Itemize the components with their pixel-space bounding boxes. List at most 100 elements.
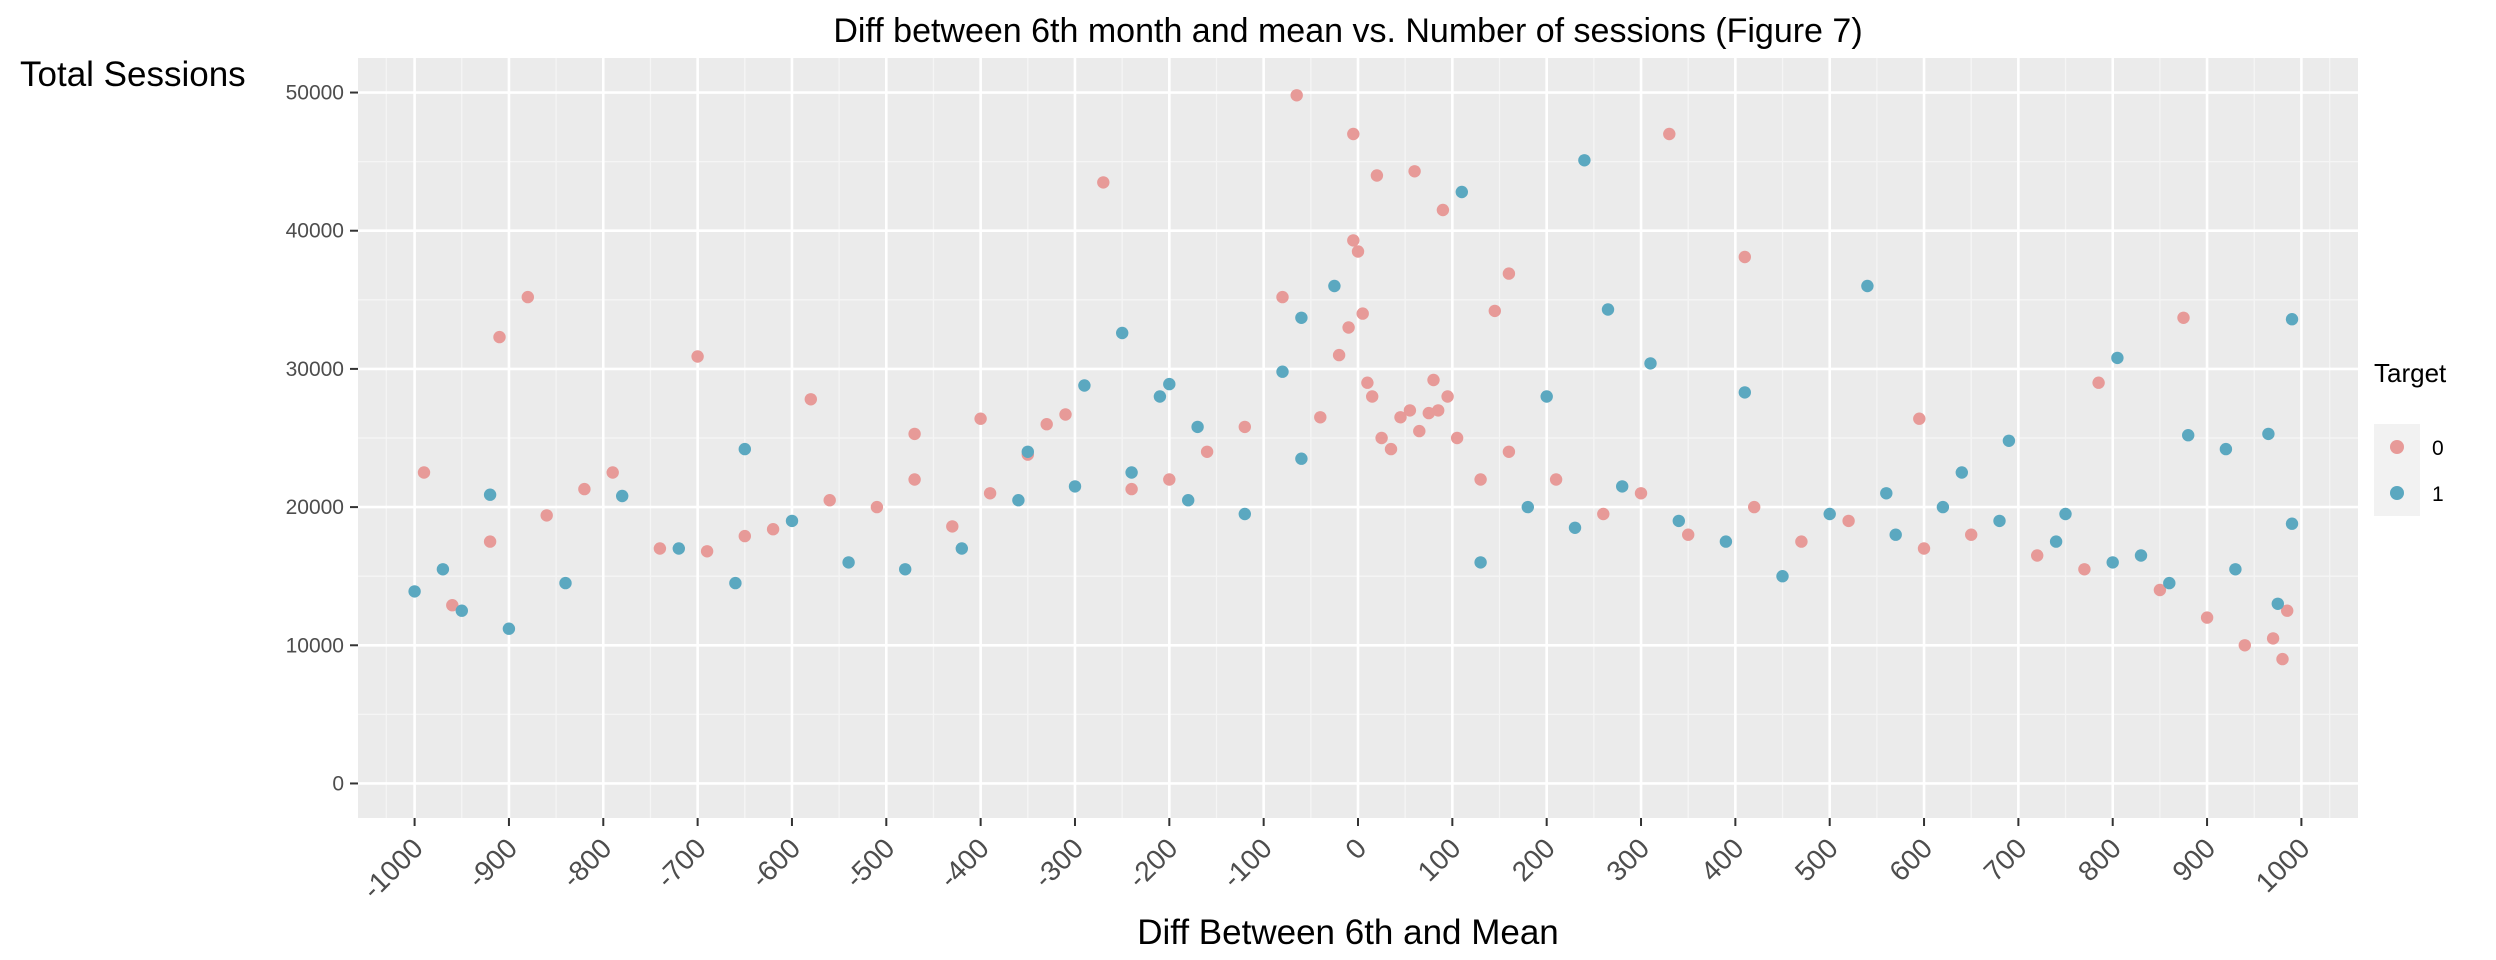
- data-point: [1366, 390, 1379, 403]
- data-point: [870, 500, 884, 514]
- data-point: [1125, 482, 1138, 496]
- data-point: [1861, 279, 1874, 293]
- data-point: [1795, 535, 1808, 548]
- data-point: [2134, 549, 2148, 562]
- x-tick-label: 700: [1978, 832, 2033, 887]
- grid-major: [358, 58, 2358, 818]
- chart-title: Diff between 6th month and mean vs. Numb…: [833, 12, 1862, 50]
- data-point: [1059, 408, 1072, 421]
- data-point: [1842, 514, 1855, 528]
- x-tick-label: 600: [1883, 832, 1938, 887]
- data-point: [483, 488, 497, 501]
- data-point: [1436, 203, 1450, 217]
- x-axis-ticks: -1000 -900 -800 -700 -600 -500 -400 -300 -200 -10…: [356, 818, 2316, 905]
- legend-label: 0: [2432, 437, 2444, 460]
- y-tick-label: 0: [332, 772, 344, 795]
- data-point: [2092, 376, 2105, 389]
- legend-label: 1: [2432, 483, 2444, 506]
- y-tick-label: 10000: [286, 634, 344, 657]
- x-tick-label: -900: [462, 832, 524, 894]
- data-point: [1597, 507, 1610, 521]
- y-axis-title: Total Sessions: [20, 55, 246, 94]
- data-point: [1347, 127, 1360, 141]
- data-point: [1634, 487, 1648, 500]
- data-point: [1200, 445, 1214, 458]
- data-point: [1422, 406, 1436, 420]
- data-point: [2285, 313, 2299, 326]
- data-point: [408, 585, 421, 598]
- data-point: [2163, 576, 2176, 590]
- x-axis-title: Diff Between 6th and Mean: [1137, 913, 1559, 952]
- data-point: [436, 563, 450, 576]
- data-point: [1328, 279, 1341, 293]
- data-point: [2031, 549, 2044, 562]
- data-point: [1427, 373, 1440, 387]
- x-tick-label: 300: [1600, 832, 1655, 887]
- data-point: [1163, 473, 1176, 486]
- data-point: [908, 473, 921, 486]
- data-point: [1450, 431, 1464, 445]
- data-point: [691, 350, 704, 363]
- data-point: [1578, 154, 1591, 167]
- data-point: [1125, 466, 1138, 479]
- x-tick-label: -300: [1028, 832, 1090, 894]
- data-point: [1616, 480, 1629, 493]
- data-point: [2059, 507, 2072, 521]
- x-tick-label: 800: [2072, 832, 2127, 887]
- data-point: [1238, 507, 1252, 521]
- data-point: [446, 599, 459, 612]
- data-point: [1955, 466, 1969, 479]
- data-point: [1097, 176, 1110, 189]
- data-point: [1191, 420, 1204, 434]
- grid-minor: [358, 58, 2358, 818]
- y-tick-label: 30000: [286, 358, 344, 381]
- data-point: [700, 545, 714, 558]
- data-point: [1361, 376, 1374, 389]
- data-point: [1644, 357, 1657, 370]
- data-point: [2238, 639, 2251, 652]
- data-point: [729, 576, 742, 590]
- x-tick-label: -100: [1216, 832, 1278, 894]
- data-point: [2111, 351, 2124, 365]
- data-point: [1936, 500, 1950, 514]
- legend-key-point: [2390, 440, 2404, 454]
- data-point: [417, 466, 431, 479]
- data-point: [1549, 473, 1563, 486]
- legend: Target 0 1: [2374, 358, 2447, 516]
- data-point: [2002, 434, 2016, 447]
- data-point: [738, 529, 751, 543]
- data-point: [1290, 89, 1303, 102]
- data-point: [1068, 480, 1082, 493]
- x-tick-label: 200: [1506, 832, 1561, 887]
- data-point: [1332, 348, 1346, 362]
- x-tick-label: -700: [650, 832, 712, 894]
- data-point: [559, 576, 572, 590]
- legend-key-point: [2390, 486, 2404, 500]
- data-point: [2266, 632, 2280, 645]
- data-point: [1521, 500, 1535, 514]
- data-point: [1403, 404, 1417, 417]
- data-point: [521, 290, 534, 304]
- data-point: [1776, 570, 1789, 583]
- data-point: [1021, 445, 1034, 458]
- data-point: [1347, 234, 1360, 247]
- data-point: [1276, 365, 1289, 378]
- x-tick-label: -800: [556, 832, 618, 894]
- data-point: [2049, 535, 2063, 548]
- data-point: [2177, 311, 2190, 324]
- data-point: [1601, 303, 1615, 316]
- data-point: [493, 330, 506, 344]
- data-point: [738, 442, 751, 456]
- x-tick-label: 100: [1412, 832, 1467, 887]
- y-axis-ticks: 0 10000 20000 30000 40000 50000: [286, 82, 358, 795]
- data-point: [1738, 250, 1752, 264]
- data-point: [1238, 420, 1252, 434]
- data-point: [1663, 127, 1676, 141]
- x-tick-label: -500: [839, 832, 901, 894]
- x-tick-label: 500: [1789, 832, 1844, 887]
- data-point: [1370, 169, 1384, 182]
- data-point: [2285, 517, 2299, 530]
- data-point: [1455, 185, 1469, 199]
- data-point: [1913, 412, 1926, 425]
- data-point: [1116, 326, 1129, 340]
